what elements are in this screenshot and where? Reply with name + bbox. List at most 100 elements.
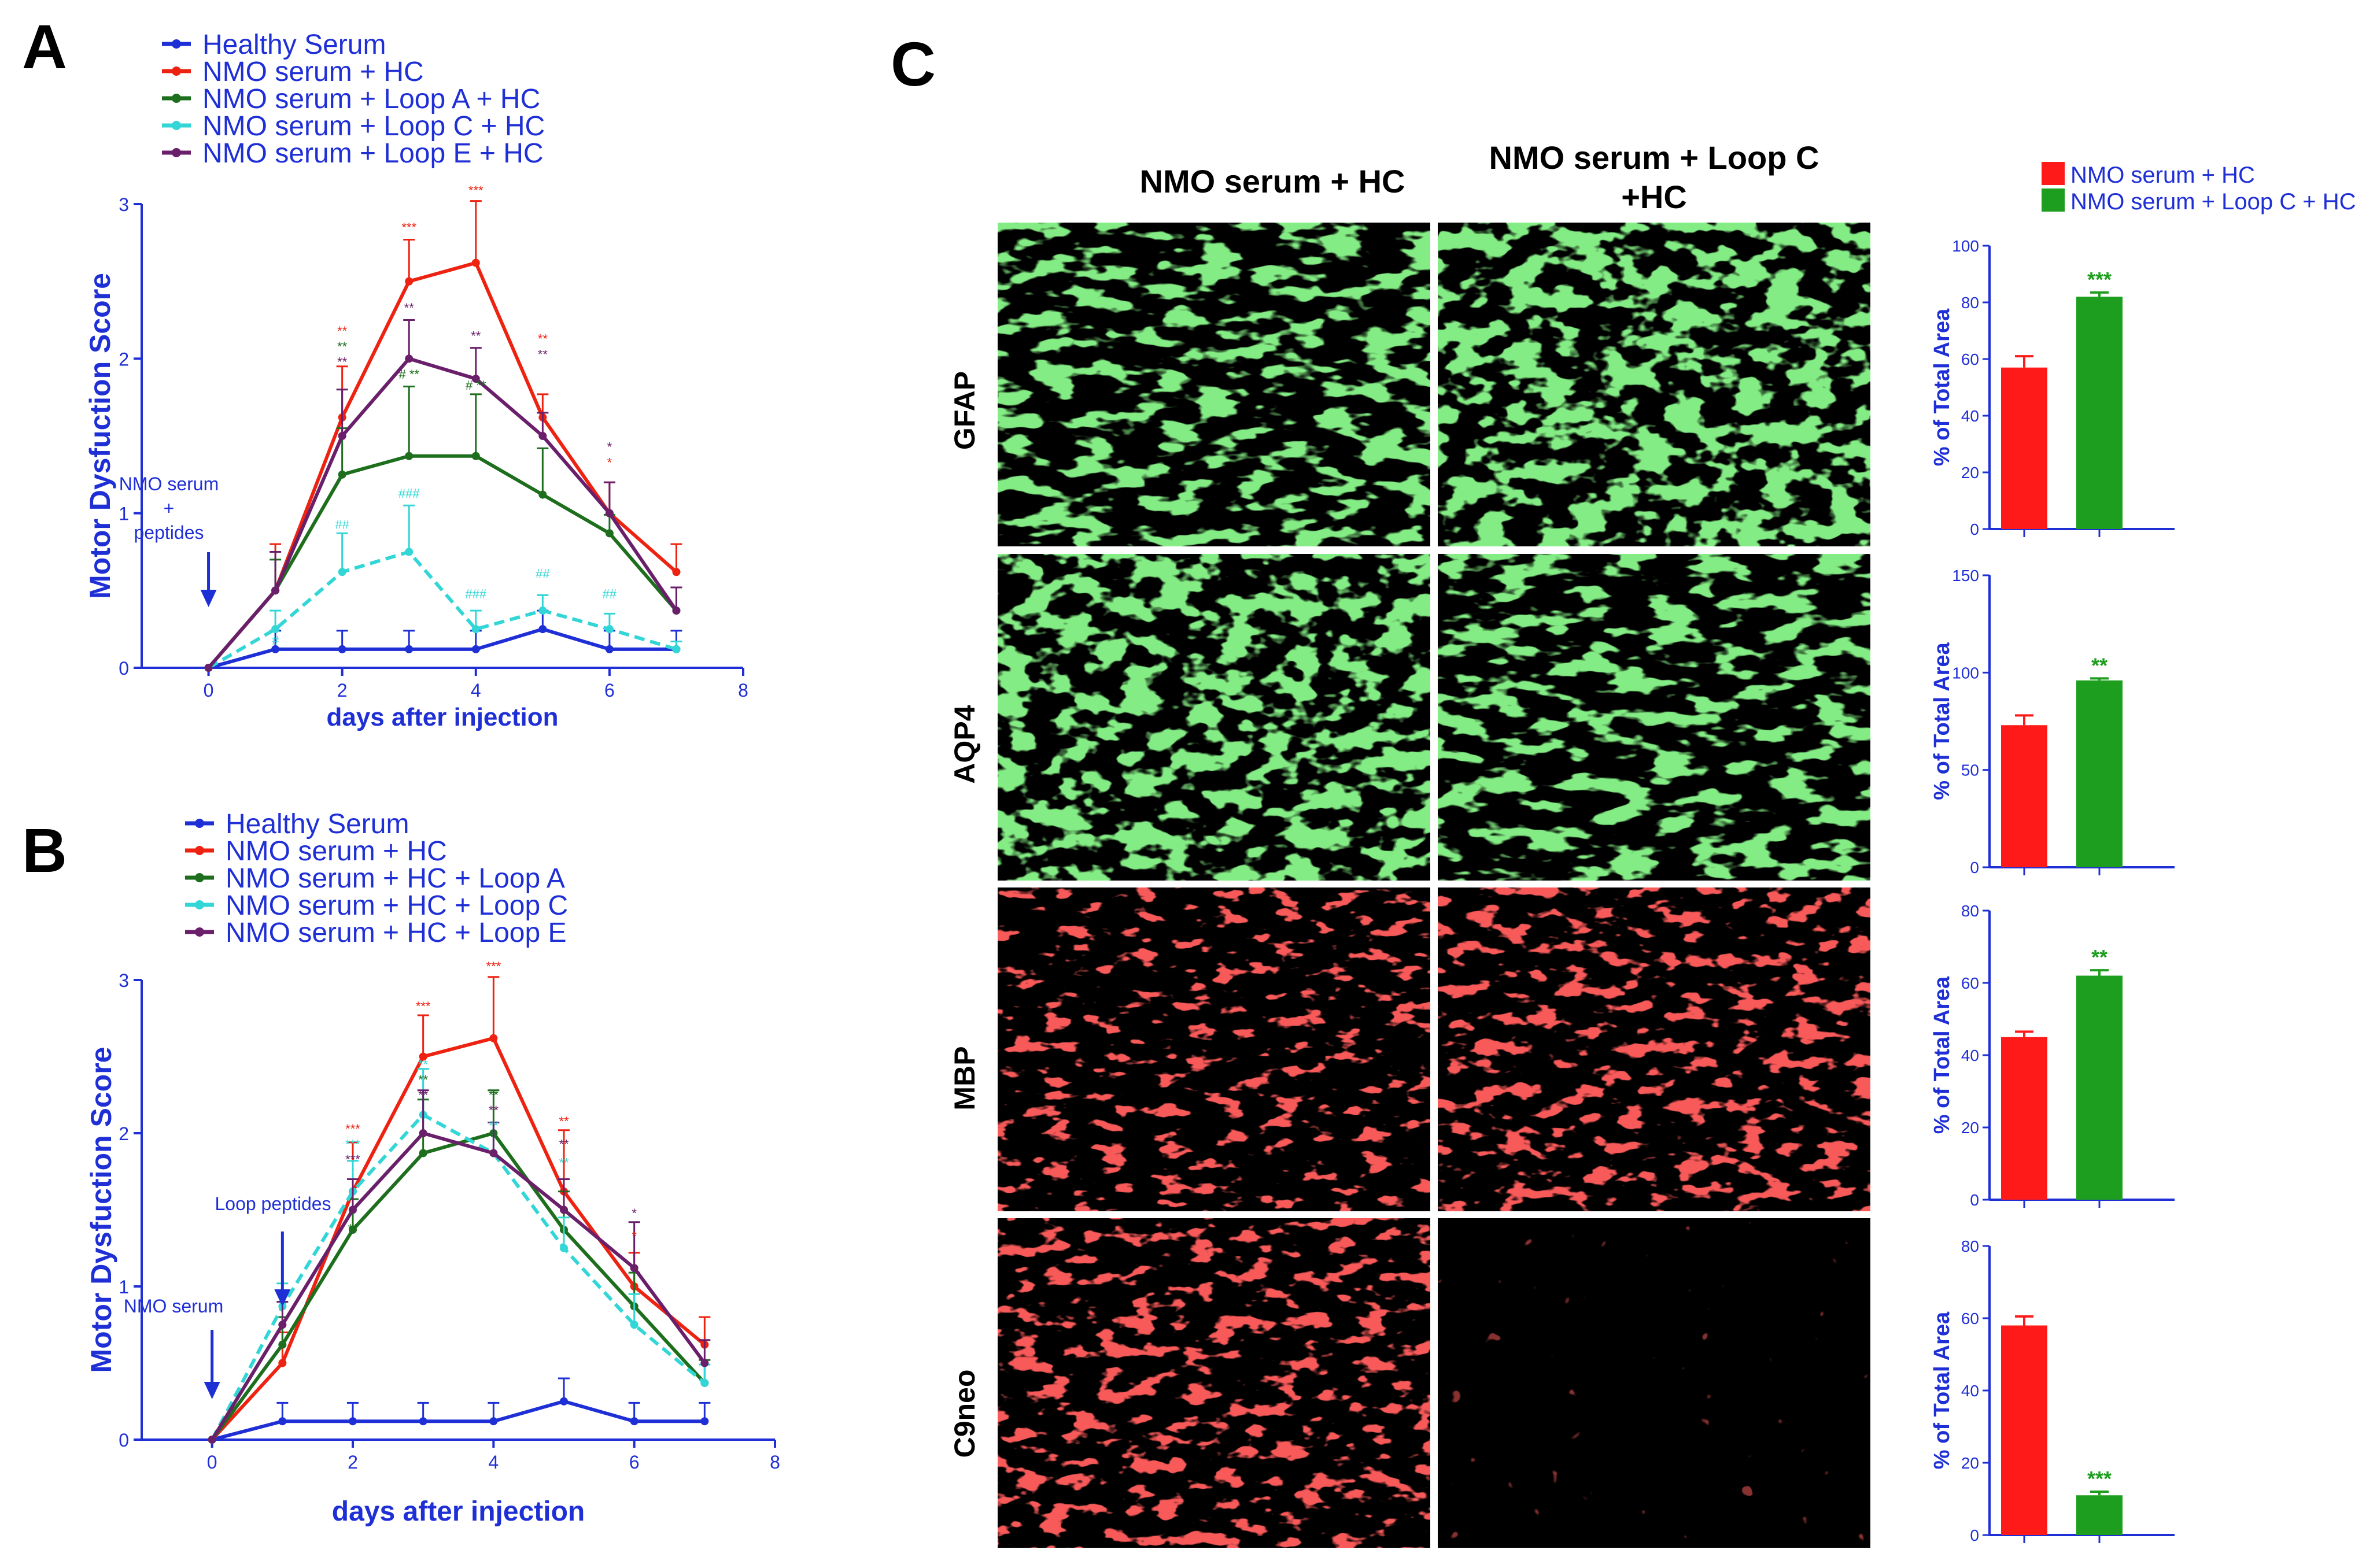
bar-mbp-nmo-hc [2001,1037,2047,1200]
series-line-5 [207,356,678,669]
bar-y-tick-label-3-4: 80 [1961,1237,1979,1255]
significance-mark-7: # ** [398,367,419,382]
bar-c9neo-nmo-hc [2001,1325,2047,1535]
bar-legend-swatch-loopc [2042,188,2065,212]
micro-gfap-nmo [998,223,1430,546]
significance-mark-14: ** [559,1155,569,1170]
data-point-1-5 [538,625,547,634]
data-point-5-5 [560,1205,568,1214]
significance-mark-8: *** [486,959,501,974]
data-point-4-7 [700,1378,709,1387]
significance-mark-13: ** [538,332,548,346]
micro-aqp4-nmo [998,554,1430,881]
significance-mark-17: * [607,455,612,469]
y-tick-label-2: 2 [119,1123,129,1144]
significance-mark-3: ** [348,1221,358,1236]
significance-mark-8: ### [398,486,420,501]
legend-label-4: NMO serum + HC + Loop C [226,890,568,921]
annotation-1-text: Loop peptides [215,1193,331,1214]
significance-mark-9: *** [468,183,483,198]
data-point-5-7 [700,1359,709,1367]
data-point-1-7 [700,1417,709,1426]
panel-label-b: B [22,815,67,885]
legend-marker-2 [195,846,204,855]
x-tick-label-1: 2 [337,680,348,701]
data-point-5-7 [672,607,681,615]
data-point-1-3 [419,1417,427,1426]
significance-mark-10: ** [489,1103,499,1118]
bar-y-label-2: % of Total Area [1930,976,1954,1134]
bar-y-tick-label-0-3: 60 [1961,350,1979,368]
x-tick-label-4: 8 [738,680,748,701]
data-point-5-6 [630,1264,638,1273]
bar-y-label-3: % of Total Area [1930,1311,1954,1469]
data-point-1-4 [489,1417,498,1426]
series-line-4 [211,1112,706,1441]
significance-mark-13: ** [559,1137,569,1152]
significance-mark-12: ** [559,1114,569,1129]
x-tick-label-4: 8 [770,1452,780,1473]
data-point-4-5 [560,1244,568,1252]
bar-y-tick-label-2-2: 40 [1961,1046,1979,1064]
bar-aqp4-nmo-hc [2001,725,2047,867]
bar-y-tick-label-3-3: 60 [1961,1310,1979,1327]
bar-y-tick-label-2-0: 0 [1970,1191,1979,1209]
column-title-1: NMO serum + HC [1140,163,1405,199]
column-title-2-line2: +HC [1621,179,1687,215]
data-point-4-6 [605,625,614,634]
row-label-gfap: GFAP [948,371,981,450]
data-point-5-1 [278,1321,287,1329]
x-axis-label: days after injection [332,1496,585,1527]
significance-mark-5: *** [401,220,416,235]
data-point-3-2 [349,1225,357,1234]
data-point-4-5 [538,607,547,615]
series-line-1 [211,1399,705,1441]
data-point-2-3 [419,1052,427,1061]
micro-c9neo-nmo [998,1218,1430,1548]
series-line-1 [208,627,677,670]
significance-mark-10: ** [471,328,481,343]
data-point-1-4 [471,645,480,653]
x-axis-label: days after injection [326,703,558,731]
data-point-3-5 [538,490,547,499]
bar-y-tick-label-0-1: 20 [1961,464,1979,482]
data-point-1-6 [630,1417,638,1426]
panel-label-c: C [891,29,936,99]
significance-mark-16: * [607,440,612,454]
x-tick-label-0: 0 [204,680,214,701]
bar-significance-1: ** [2091,653,2107,677]
x-tick-label-0: 0 [207,1452,217,1473]
x-tick-label-2: 4 [471,680,481,701]
y-tick-label-0: 0 [119,658,129,679]
bar-significance-3: *** [2087,1467,2112,1491]
significance-mark-0: *** [345,1122,360,1136]
legend-marker-5 [195,927,204,937]
y-tick-label-1: 1 [119,1277,129,1297]
significance-mark-0: # [272,633,279,648]
significance-mark-16: * [632,1229,637,1244]
legend-label-1: Healthy Serum [202,29,386,60]
legend-label-4: NMO serum + Loop C + HC [202,111,545,142]
data-point-1-1 [278,1417,287,1426]
data-point-4-2 [338,568,346,576]
data-point-5-0 [204,664,213,672]
data-point-2-3 [405,277,414,286]
bar-y-tick-label-0-4: 80 [1961,294,1979,312]
legend-marker-4 [172,121,181,130]
bar-legend-label-loopc: NMO serum + Loop C + HC [2070,189,2356,215]
significance-mark-5: ** [418,1057,429,1072]
row-label-c9neo: C9neo [948,1370,981,1458]
panel-c: NMO serum + HC NMO serum + Loop C +HC [948,139,2356,1548]
data-point-5-2 [349,1205,357,1214]
annotation-arrowhead-0 [204,1382,220,1399]
data-point-1-2 [338,645,346,653]
y-tick-label-3: 3 [119,194,129,215]
data-point-1-6 [605,645,614,653]
bar-y-label-0: % of Total Area [1930,308,1954,466]
series-line-5 [211,1131,706,1441]
legend-label-2: NMO serum + HC [226,836,447,867]
annotation-0-text3: peptides [134,522,204,543]
